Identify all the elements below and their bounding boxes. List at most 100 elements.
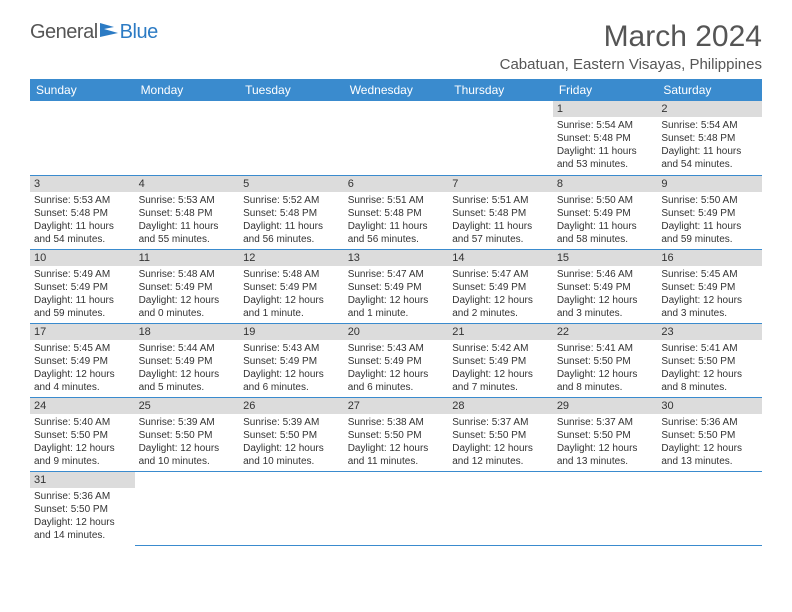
calendar-cell — [239, 471, 344, 545]
logo: General Blue — [30, 20, 158, 45]
weekday-header: Tuesday — [239, 79, 344, 101]
day-details: Sunrise: 5:45 AMSunset: 5:49 PMDaylight:… — [30, 340, 135, 396]
day-number: 27 — [344, 398, 449, 414]
calendar-cell: 8Sunrise: 5:50 AMSunset: 5:49 PMDaylight… — [553, 175, 658, 249]
day-details: Sunrise: 5:36 AMSunset: 5:50 PMDaylight:… — [30, 488, 135, 544]
calendar-cell — [448, 101, 553, 175]
day-details: Sunrise: 5:53 AMSunset: 5:48 PMDaylight:… — [30, 192, 135, 248]
day-number: 24 — [30, 398, 135, 414]
calendar-cell: 18Sunrise: 5:44 AMSunset: 5:49 PMDayligh… — [135, 323, 240, 397]
month-title: March 2024 — [500, 20, 762, 54]
day-number: 11 — [135, 250, 240, 266]
calendar-cell: 4Sunrise: 5:53 AMSunset: 5:48 PMDaylight… — [135, 175, 240, 249]
calendar-cell: 1Sunrise: 5:54 AMSunset: 5:48 PMDaylight… — [553, 101, 658, 175]
calendar-cell: 25Sunrise: 5:39 AMSunset: 5:50 PMDayligh… — [135, 397, 240, 471]
day-number: 22 — [553, 324, 658, 340]
day-number: 12 — [239, 250, 344, 266]
logo-flag-icon — [100, 20, 122, 43]
day-number: 13 — [344, 250, 449, 266]
calendar-cell — [657, 471, 762, 545]
day-number: 5 — [239, 176, 344, 192]
day-number: 8 — [553, 176, 658, 192]
calendar-cell — [135, 101, 240, 175]
day-number: 1 — [553, 101, 658, 117]
logo-text-general: General — [30, 21, 98, 44]
calendar-cell: 10Sunrise: 5:49 AMSunset: 5:49 PMDayligh… — [30, 249, 135, 323]
day-number: 17 — [30, 324, 135, 340]
weekday-header: Friday — [553, 79, 658, 101]
calendar-row: 10Sunrise: 5:49 AMSunset: 5:49 PMDayligh… — [30, 249, 762, 323]
day-number: 26 — [239, 398, 344, 414]
day-number: 25 — [135, 398, 240, 414]
weekday-header: Monday — [135, 79, 240, 101]
logo-text-blue: Blue — [120, 21, 158, 44]
day-number: 29 — [553, 398, 658, 414]
day-number: 20 — [344, 324, 449, 340]
calendar-row: 31Sunrise: 5:36 AMSunset: 5:50 PMDayligh… — [30, 471, 762, 545]
day-number: 9 — [657, 176, 762, 192]
calendar-cell — [553, 471, 658, 545]
day-details: Sunrise: 5:54 AMSunset: 5:48 PMDaylight:… — [553, 117, 658, 173]
day-details: Sunrise: 5:44 AMSunset: 5:49 PMDaylight:… — [135, 340, 240, 396]
day-details: Sunrise: 5:48 AMSunset: 5:49 PMDaylight:… — [239, 266, 344, 322]
day-details: Sunrise: 5:39 AMSunset: 5:50 PMDaylight:… — [135, 414, 240, 470]
day-details: Sunrise: 5:50 AMSunset: 5:49 PMDaylight:… — [553, 192, 658, 248]
day-details: Sunrise: 5:47 AMSunset: 5:49 PMDaylight:… — [448, 266, 553, 322]
day-details: Sunrise: 5:49 AMSunset: 5:49 PMDaylight:… — [30, 266, 135, 322]
day-details: Sunrise: 5:37 AMSunset: 5:50 PMDaylight:… — [553, 414, 658, 470]
day-details: Sunrise: 5:36 AMSunset: 5:50 PMDaylight:… — [657, 414, 762, 470]
day-details: Sunrise: 5:51 AMSunset: 5:48 PMDaylight:… — [344, 192, 449, 248]
day-number: 19 — [239, 324, 344, 340]
calendar-cell: 31Sunrise: 5:36 AMSunset: 5:50 PMDayligh… — [30, 471, 135, 545]
calendar-cell: 17Sunrise: 5:45 AMSunset: 5:49 PMDayligh… — [30, 323, 135, 397]
day-details: Sunrise: 5:41 AMSunset: 5:50 PMDaylight:… — [553, 340, 658, 396]
weekday-header: Thursday — [448, 79, 553, 101]
calendar-cell — [344, 471, 449, 545]
calendar-cell — [239, 101, 344, 175]
calendar-row: 24Sunrise: 5:40 AMSunset: 5:50 PMDayligh… — [30, 397, 762, 471]
calendar-cell: 22Sunrise: 5:41 AMSunset: 5:50 PMDayligh… — [553, 323, 658, 397]
day-number: 10 — [30, 250, 135, 266]
calendar-cell: 30Sunrise: 5:36 AMSunset: 5:50 PMDayligh… — [657, 397, 762, 471]
calendar-cell: 6Sunrise: 5:51 AMSunset: 5:48 PMDaylight… — [344, 175, 449, 249]
weekday-header: Wednesday — [344, 79, 449, 101]
calendar-cell: 14Sunrise: 5:47 AMSunset: 5:49 PMDayligh… — [448, 249, 553, 323]
day-number: 18 — [135, 324, 240, 340]
day-details: Sunrise: 5:45 AMSunset: 5:49 PMDaylight:… — [657, 266, 762, 322]
calendar-cell: 12Sunrise: 5:48 AMSunset: 5:49 PMDayligh… — [239, 249, 344, 323]
day-number: 2 — [657, 101, 762, 117]
calendar-cell: 7Sunrise: 5:51 AMSunset: 5:48 PMDaylight… — [448, 175, 553, 249]
day-number: 28 — [448, 398, 553, 414]
day-details: Sunrise: 5:52 AMSunset: 5:48 PMDaylight:… — [239, 192, 344, 248]
calendar-cell: 16Sunrise: 5:45 AMSunset: 5:49 PMDayligh… — [657, 249, 762, 323]
calendar-table: Sunday Monday Tuesday Wednesday Thursday… — [30, 79, 762, 546]
weekday-header: Saturday — [657, 79, 762, 101]
calendar-cell: 19Sunrise: 5:43 AMSunset: 5:49 PMDayligh… — [239, 323, 344, 397]
calendar-cell: 23Sunrise: 5:41 AMSunset: 5:50 PMDayligh… — [657, 323, 762, 397]
calendar-cell: 27Sunrise: 5:38 AMSunset: 5:50 PMDayligh… — [344, 397, 449, 471]
calendar-cell — [344, 101, 449, 175]
calendar-cell: 15Sunrise: 5:46 AMSunset: 5:49 PMDayligh… — [553, 249, 658, 323]
day-details: Sunrise: 5:54 AMSunset: 5:48 PMDaylight:… — [657, 117, 762, 173]
header: General Blue March 2024 Cabatuan, Easter… — [30, 20, 762, 73]
weekday-header-row: Sunday Monday Tuesday Wednesday Thursday… — [30, 79, 762, 101]
day-details: Sunrise: 5:40 AMSunset: 5:50 PMDaylight:… — [30, 414, 135, 470]
calendar-cell — [30, 101, 135, 175]
day-details: Sunrise: 5:43 AMSunset: 5:49 PMDaylight:… — [344, 340, 449, 396]
day-details: Sunrise: 5:53 AMSunset: 5:48 PMDaylight:… — [135, 192, 240, 248]
calendar-cell — [448, 471, 553, 545]
day-details: Sunrise: 5:50 AMSunset: 5:49 PMDaylight:… — [657, 192, 762, 248]
calendar-cell: 2Sunrise: 5:54 AMSunset: 5:48 PMDaylight… — [657, 101, 762, 175]
day-details: Sunrise: 5:41 AMSunset: 5:50 PMDaylight:… — [657, 340, 762, 396]
day-details: Sunrise: 5:43 AMSunset: 5:49 PMDaylight:… — [239, 340, 344, 396]
calendar-cell: 21Sunrise: 5:42 AMSunset: 5:49 PMDayligh… — [448, 323, 553, 397]
calendar-cell: 28Sunrise: 5:37 AMSunset: 5:50 PMDayligh… — [448, 397, 553, 471]
location: Cabatuan, Eastern Visayas, Philippines — [500, 56, 762, 73]
day-details: Sunrise: 5:47 AMSunset: 5:49 PMDaylight:… — [344, 266, 449, 322]
calendar-cell: 9Sunrise: 5:50 AMSunset: 5:49 PMDaylight… — [657, 175, 762, 249]
calendar-row: 17Sunrise: 5:45 AMSunset: 5:49 PMDayligh… — [30, 323, 762, 397]
calendar-row: 3Sunrise: 5:53 AMSunset: 5:48 PMDaylight… — [30, 175, 762, 249]
day-details: Sunrise: 5:39 AMSunset: 5:50 PMDaylight:… — [239, 414, 344, 470]
calendar-cell: 11Sunrise: 5:48 AMSunset: 5:49 PMDayligh… — [135, 249, 240, 323]
calendar-cell: 3Sunrise: 5:53 AMSunset: 5:48 PMDaylight… — [30, 175, 135, 249]
